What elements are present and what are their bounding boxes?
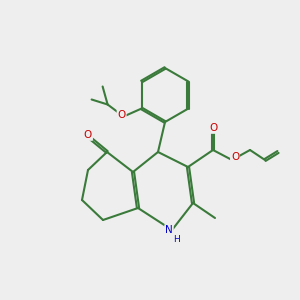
Text: N: N — [165, 225, 173, 235]
Text: O: O — [84, 130, 92, 140]
Text: O: O — [231, 152, 239, 162]
Text: O: O — [118, 110, 126, 119]
Text: H: H — [174, 236, 180, 244]
Text: O: O — [209, 123, 217, 133]
